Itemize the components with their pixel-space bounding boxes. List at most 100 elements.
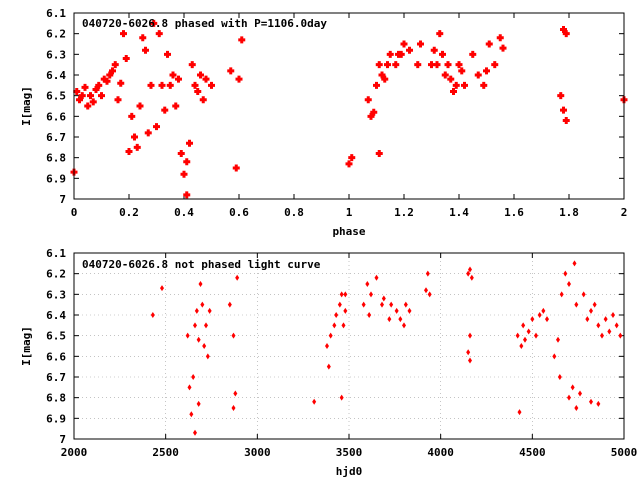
data-point	[144, 129, 152, 137]
data-point	[189, 411, 194, 418]
y-tick-label: 6.4	[46, 309, 66, 322]
data-point	[562, 30, 570, 38]
y-tick-label: 7	[59, 193, 66, 206]
data-point	[95, 81, 103, 89]
data-point	[169, 71, 177, 79]
y-tick-label: 6.8	[46, 392, 66, 405]
data-point	[614, 322, 619, 329]
y-tick-label: 6.1	[46, 247, 66, 260]
data-point	[589, 398, 593, 405]
data-point	[563, 270, 568, 277]
data-point	[367, 112, 375, 120]
unphased-y-tick-labels: 6.1 6.2 6.3 6.4 6.5 6.6 6.7 6.8 6.9 7	[46, 247, 66, 446]
x-tick-label: 2000	[61, 446, 88, 459]
y-tick-label: 6.8	[46, 152, 66, 165]
x-tick-label: 1.4	[449, 206, 469, 219]
data-point	[592, 301, 597, 308]
phased-series	[70, 19, 628, 199]
data-point	[180, 170, 188, 178]
unphased-y-axis-label: I[mag]	[20, 326, 33, 366]
data-point	[98, 92, 105, 100]
data-point	[425, 270, 430, 277]
unphased-x-axis-label: hjd0	[336, 465, 363, 478]
data-point	[560, 106, 567, 114]
data-point	[381, 75, 389, 83]
data-point	[581, 291, 586, 298]
data-point	[334, 312, 339, 318]
data-point	[618, 332, 623, 339]
y-tick-label: 6.9	[46, 172, 66, 185]
data-point	[183, 158, 191, 166]
data-point	[332, 322, 337, 329]
data-point	[384, 61, 391, 69]
data-point	[325, 343, 329, 349]
data-point	[231, 332, 236, 339]
data-point	[427, 291, 432, 298]
data-point	[364, 96, 372, 104]
data-point	[92, 85, 100, 93]
data-point	[227, 301, 232, 308]
data-point	[572, 260, 577, 267]
data-point	[436, 30, 444, 38]
x-tick-label: 2	[621, 206, 628, 219]
data-point	[400, 40, 408, 48]
x-tick-label: 4000	[427, 446, 454, 459]
data-point	[589, 307, 593, 314]
data-point	[348, 154, 356, 162]
x-tick-label: 4500	[519, 446, 546, 459]
y-tick-label: 6.5	[46, 90, 66, 103]
unphased-title: 040720-6026.8 not phased light curve	[82, 258, 321, 271]
data-point	[172, 102, 180, 110]
data-point	[208, 81, 215, 89]
data-point	[81, 83, 89, 91]
phased-ticks	[73, 12, 625, 200]
data-point	[526, 328, 531, 335]
data-point	[198, 281, 203, 287]
data-point	[199, 96, 207, 104]
data-point	[433, 61, 441, 69]
data-point	[469, 50, 477, 58]
data-point	[461, 81, 468, 89]
data-point	[177, 150, 185, 158]
data-point	[161, 106, 169, 114]
data-point	[235, 274, 240, 281]
data-point	[187, 384, 192, 391]
data-point	[600, 332, 604, 339]
data-point	[196, 336, 201, 343]
data-point	[100, 75, 108, 83]
data-point	[378, 71, 386, 79]
phased-y-tick-labels: 6.1 6.2 6.3 6.4 6.5 6.6 6.7 6.8 6.9 7	[46, 7, 66, 206]
y-tick-label: 7	[59, 433, 66, 446]
y-tick-label: 6.6	[46, 110, 66, 123]
data-point	[128, 112, 136, 120]
data-point	[233, 390, 238, 397]
data-point	[231, 405, 236, 411]
y-tick-label: 6.2	[46, 28, 66, 41]
data-point	[136, 102, 144, 110]
data-point	[521, 322, 526, 329]
data-point	[111, 61, 119, 69]
data-point	[197, 71, 204, 79]
data-point	[202, 75, 210, 83]
unphased-plot-frame	[73, 252, 625, 440]
data-point	[204, 322, 208, 329]
data-point	[485, 40, 493, 48]
data-point	[133, 143, 141, 151]
x-tick-label: 1.6	[504, 206, 524, 219]
data-point	[570, 384, 575, 391]
data-point	[567, 281, 571, 287]
data-point	[596, 322, 601, 329]
phased-x-axis-label: phase	[332, 225, 365, 238]
data-point	[185, 332, 190, 339]
data-point	[523, 336, 527, 343]
data-point	[375, 61, 383, 69]
data-point	[188, 61, 196, 69]
data-point	[394, 307, 399, 314]
data-point	[235, 75, 243, 83]
data-point	[155, 30, 163, 38]
data-point	[122, 54, 130, 62]
data-point	[238, 36, 246, 44]
data-point	[403, 301, 408, 308]
data-point	[466, 270, 471, 277]
data-point	[183, 191, 191, 199]
